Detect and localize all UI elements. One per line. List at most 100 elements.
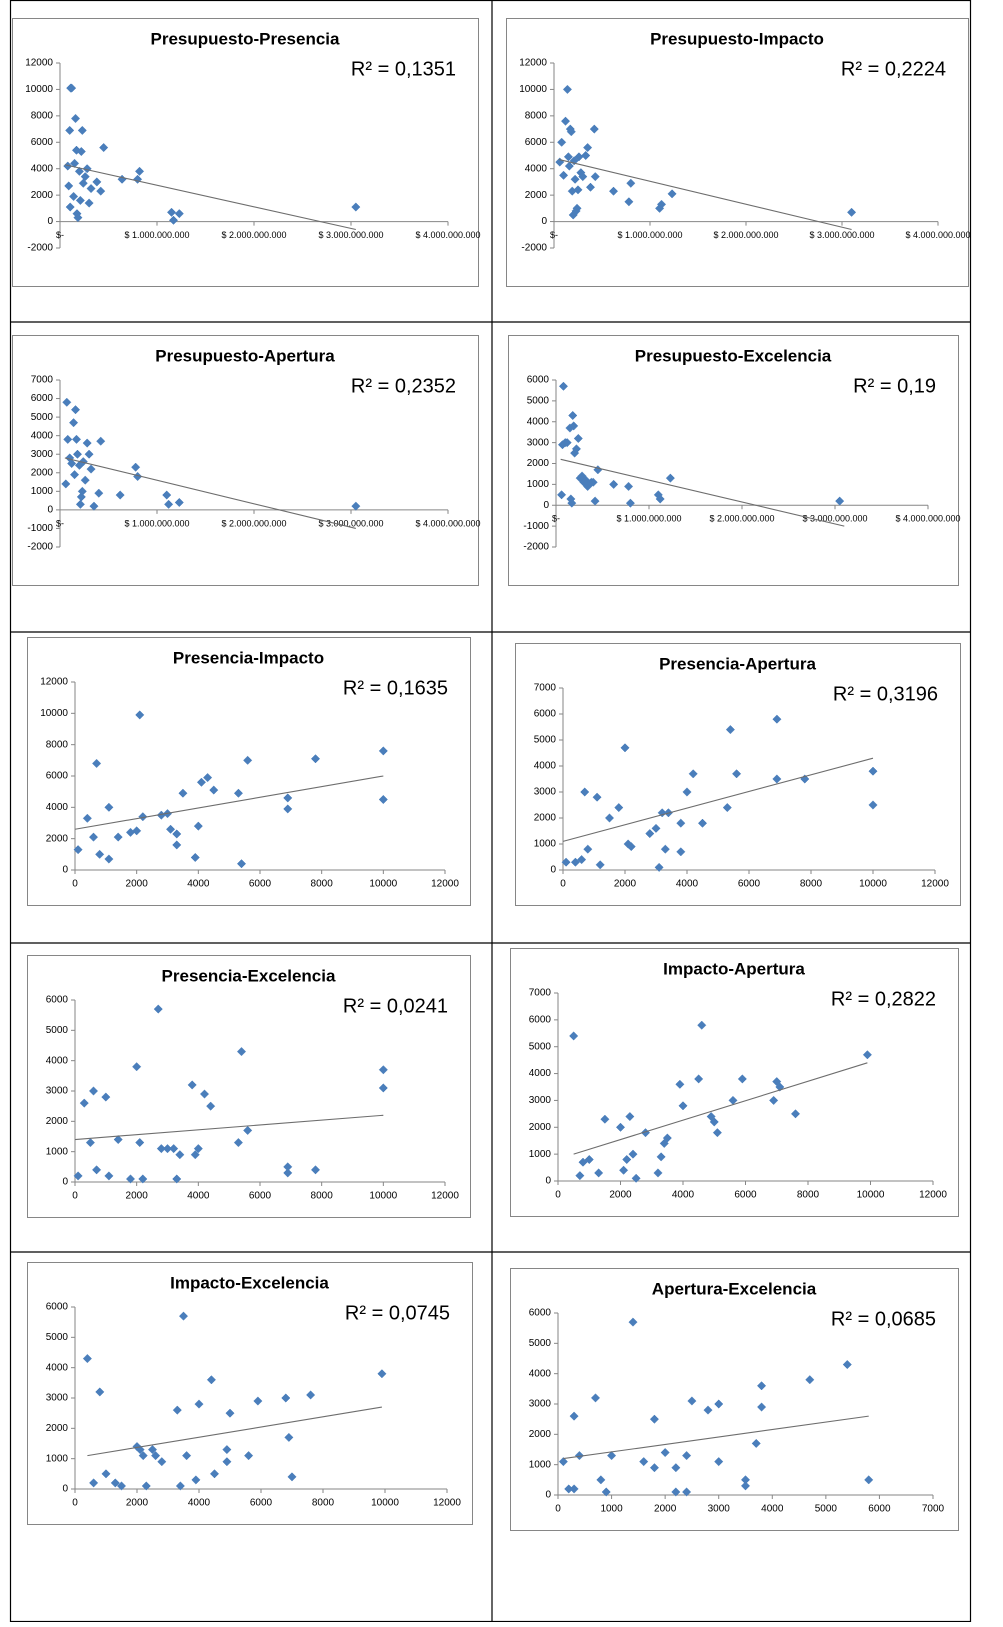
y-tick-label: 4000 <box>31 163 54 174</box>
x-tick-label: $ 4.000.000.000 <box>895 514 960 524</box>
scatter-point <box>631 1173 641 1183</box>
scatter-point <box>578 172 588 182</box>
scatter-point <box>310 1165 321 1175</box>
r-squared-annotation: R² = 0,2822 <box>831 988 936 1010</box>
x-tick-label: 6000 <box>738 879 761 890</box>
scatter-point <box>619 1165 629 1175</box>
chart: Presencia-Impacto R² = 0,1635 0 2000 4000 600… <box>27 637 471 906</box>
y-tick-label: -1000 <box>27 523 53 534</box>
y-tick-label: 2000 <box>46 1116 69 1127</box>
x-tick-label: 4000 <box>676 879 699 890</box>
scatter-point <box>71 434 82 444</box>
scatter-point <box>625 1111 635 1122</box>
y-tick-label: 0 <box>545 1490 551 1501</box>
scatter-point <box>64 181 74 191</box>
scatter-point <box>283 1168 293 1178</box>
y-tick-label: -2000 <box>523 542 549 553</box>
scatter-point <box>835 496 845 506</box>
scatter-point <box>76 492 86 502</box>
scatter-point <box>703 1405 713 1415</box>
y-tick-label: 2000 <box>525 190 548 201</box>
scatter-point <box>70 113 81 124</box>
scatter-point <box>676 847 686 857</box>
scatter-point <box>737 1074 747 1084</box>
chart-title: Presupuesto-Presencia <box>151 29 341 48</box>
y-tick-label: 4000 <box>46 1055 69 1066</box>
scatter-point <box>590 496 600 506</box>
scatter-point <box>568 410 578 421</box>
scatter-point <box>868 800 878 810</box>
scatter-point <box>583 844 593 854</box>
y-tick-label: 6000 <box>529 1308 552 1319</box>
x-tick-label: $ 4.000.000.000 <box>415 518 480 528</box>
scatter-point <box>868 766 878 776</box>
scatter-point <box>654 862 664 872</box>
x-tick-label: $- <box>550 230 558 240</box>
scatter-point <box>626 178 636 188</box>
scatter-point <box>151 1451 161 1461</box>
scatter-point <box>132 1062 142 1072</box>
scatter-point <box>569 1411 579 1421</box>
x-tick-label: 3000 <box>708 1504 731 1515</box>
chart-title: Presupuesto-Impacto <box>650 29 824 48</box>
y-tick-label: 4000 <box>529 1368 552 1379</box>
scatter-point <box>604 813 615 823</box>
scatter-point <box>113 832 123 842</box>
y-tick-label: 8000 <box>31 110 54 121</box>
x-tick-label: 2000 <box>614 879 637 890</box>
scatter-point <box>94 488 104 498</box>
x-tick-label: 12000 <box>919 1190 947 1201</box>
scatter-point <box>104 854 114 864</box>
y-tick-label: 7000 <box>31 375 54 386</box>
y-tick-label: 0 <box>543 500 549 511</box>
scatter-point <box>138 1174 148 1184</box>
x-tick-label: $ 3.000.000.000 <box>802 514 867 524</box>
y-tick-label: 5000 <box>46 1332 69 1343</box>
y-tick-label: 2000 <box>31 190 54 201</box>
scatter-point <box>577 855 587 865</box>
y-tick-label: 1000 <box>46 1146 69 1157</box>
x-tick-label: $ 1.000.000.000 <box>124 230 189 240</box>
scatter-point <box>175 1150 185 1160</box>
y-tick-label: 1000 <box>529 1149 552 1160</box>
x-tick-label: 4000 <box>672 1190 695 1201</box>
chart: Impacto-Apertura R² = 0,2822 0 1000 2000 3000… <box>510 948 959 1217</box>
scatter-point <box>558 1457 568 1467</box>
trendline <box>560 458 845 527</box>
r-squared-annotation: R² = 0,2224 <box>841 58 946 80</box>
scatter-point <box>72 449 83 459</box>
scatter-point <box>178 788 188 798</box>
y-tick-label: 4000 <box>46 1362 69 1373</box>
x-tick-label: $ 3.000.000.000 <box>318 230 383 240</box>
scatter-point <box>660 844 670 854</box>
scatter-point <box>141 1481 151 1491</box>
scatter-point <box>281 1393 291 1403</box>
y-tick-label: 8000 <box>525 110 548 121</box>
trendline <box>74 775 384 830</box>
y-tick-label: 4000 <box>46 802 69 813</box>
x-tick-label: 1000 <box>600 1504 623 1515</box>
scatter-point <box>191 1475 201 1485</box>
scatter-point <box>351 501 361 511</box>
y-tick-label: 5000 <box>46 1025 69 1036</box>
y-tick-label: 0 <box>545 1176 551 1187</box>
scatter-point <box>80 475 90 485</box>
scatter-point <box>69 418 79 428</box>
scatter-point <box>84 198 94 208</box>
scatter-point <box>378 1065 388 1075</box>
r-squared-annotation: R² = 0,1351 <box>351 58 456 80</box>
scatter-point <box>592 792 602 802</box>
y-tick-label: 0 <box>550 865 556 876</box>
scatter-point <box>864 1475 874 1485</box>
y-tick-label: 0 <box>47 505 53 516</box>
chart: Presupuesto-Apertura R² = 0,2352 -2000 -100… <box>12 335 481 586</box>
scatter-point <box>665 473 675 483</box>
scatter-point <box>574 1451 584 1461</box>
scatter-point <box>69 470 80 480</box>
scatter-point <box>134 166 145 176</box>
scatter-point <box>675 1079 685 1089</box>
scatter-point <box>676 818 686 828</box>
scatter-point <box>588 477 598 487</box>
scatter-point <box>687 1396 697 1406</box>
chart-frame <box>508 335 959 586</box>
